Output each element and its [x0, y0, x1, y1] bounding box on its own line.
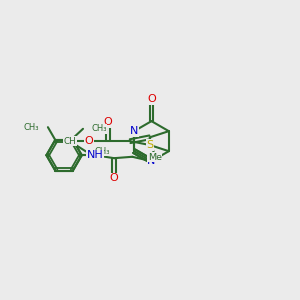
Text: CH₃: CH₃: [94, 147, 110, 156]
Text: O: O: [147, 94, 156, 104]
Text: NH: NH: [87, 150, 103, 160]
Text: O: O: [85, 136, 93, 146]
Text: O: O: [110, 173, 118, 183]
Text: CH₃: CH₃: [91, 124, 107, 133]
Text: N: N: [130, 126, 138, 136]
Text: CH₃: CH₃: [24, 123, 39, 132]
Text: N: N: [147, 156, 156, 166]
Text: CH: CH: [63, 137, 76, 146]
Text: S: S: [146, 140, 153, 150]
Text: Me: Me: [148, 153, 162, 162]
Text: O: O: [104, 117, 112, 127]
